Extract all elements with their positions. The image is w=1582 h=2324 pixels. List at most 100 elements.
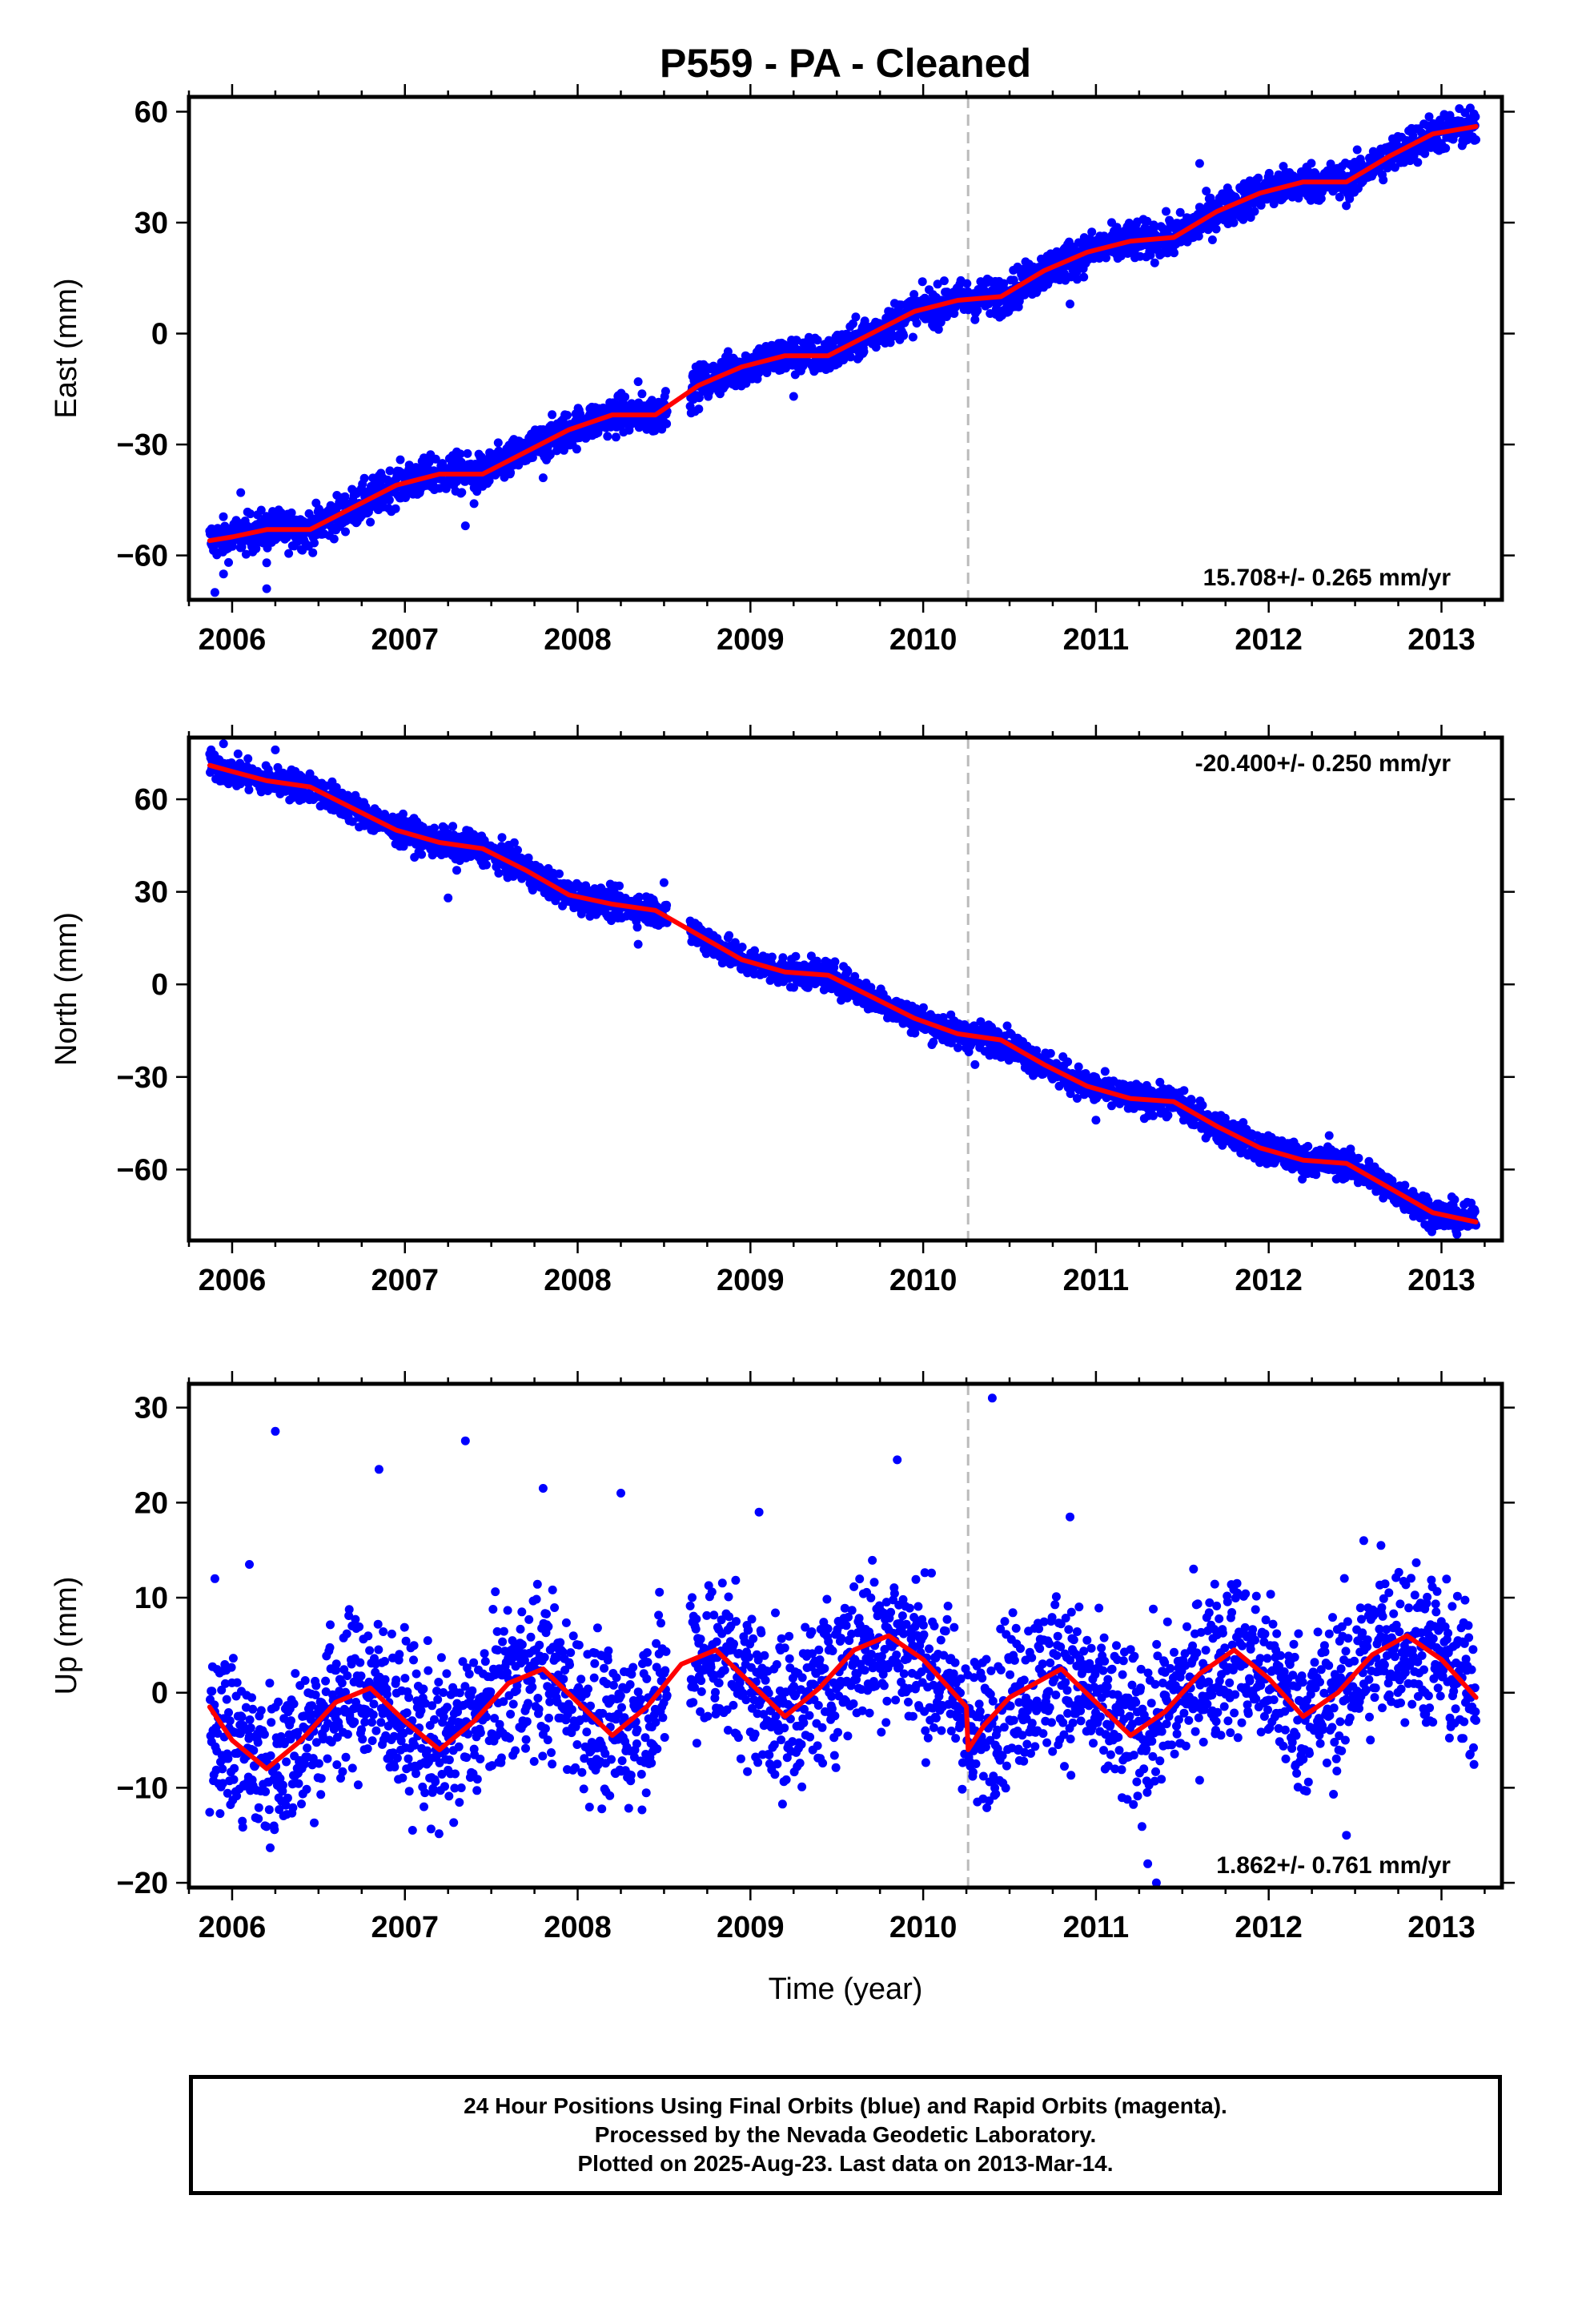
data-point: [910, 1028, 920, 1038]
data-point: [359, 473, 369, 483]
data-point: [778, 953, 788, 963]
data-point: [509, 838, 519, 847]
y-axis-label: East (mm): [50, 278, 83, 418]
data-point: [1060, 269, 1069, 279]
data-point: [843, 967, 853, 976]
x-tick-label: 2012: [1235, 623, 1303, 657]
data-point: [524, 853, 533, 862]
y-tick-label: 30: [135, 207, 168, 240]
outlier-point: [210, 588, 219, 597]
data-point: [545, 450, 555, 460]
data-points-0: [205, 103, 1480, 597]
data-point: [287, 793, 297, 802]
data-point: [694, 404, 704, 414]
data-point: [885, 338, 895, 348]
outlier-point: [452, 447, 461, 456]
data-point: [563, 411, 572, 420]
data-point: [219, 512, 228, 521]
data-point: [954, 1043, 962, 1052]
data-point: [1142, 216, 1152, 226]
data-point: [506, 468, 516, 477]
y-tick-label: 0: [151, 318, 168, 352]
data-point: [1149, 220, 1158, 230]
outlier-point: [538, 473, 548, 483]
data-point: [430, 823, 439, 833]
data-point: [1294, 193, 1303, 203]
data-point: [417, 850, 427, 859]
data-point: [1063, 1057, 1073, 1067]
data-point: [634, 892, 644, 902]
data-point: [632, 923, 642, 932]
data-point: [385, 466, 395, 476]
data-point: [611, 432, 620, 442]
data-point: [233, 749, 243, 758]
data-point: [603, 432, 612, 441]
data-point: [845, 352, 855, 362]
x-tick-label: 2009: [717, 623, 785, 657]
data-point: [243, 754, 253, 763]
data-point: [848, 319, 857, 328]
data-point: [246, 509, 255, 519]
data-point: [463, 448, 472, 458]
data-point: [767, 952, 777, 962]
data-point: [934, 324, 943, 334]
data-point: [737, 943, 747, 952]
data-point: [431, 454, 440, 464]
data-point: [555, 869, 564, 879]
data-point: [1123, 249, 1133, 258]
data-point: [662, 419, 672, 428]
outlier-point: [262, 558, 271, 568]
data-point: [1243, 204, 1253, 214]
data-point: [637, 389, 647, 399]
data-point: [962, 279, 972, 288]
y-tick-label: −60: [117, 540, 168, 573]
data-point: [494, 868, 504, 878]
x-tick-label: 2011: [1063, 623, 1129, 657]
y-tick-label: 60: [135, 95, 168, 129]
data-point: [1002, 1021, 1012, 1031]
data-point: [493, 438, 503, 448]
x-tick-label: 2008: [544, 623, 612, 657]
data-point: [1198, 1100, 1207, 1110]
data-point: [399, 809, 408, 818]
panels-layer: 2006 2007 2008 2009 2010 2011 2012 201360300−30…: [50, 84, 1515, 1944]
outlier-point: [219, 569, 228, 579]
x-tick-label: 2010: [889, 623, 958, 657]
data-point: [620, 392, 630, 402]
data-point: [806, 951, 816, 961]
data-point: [456, 457, 466, 467]
data-point: [506, 846, 516, 854]
data-point: [1408, 131, 1418, 140]
outlier-point: [469, 499, 479, 509]
data-point: [391, 504, 400, 513]
data-point: [241, 549, 251, 559]
data-point: [1424, 112, 1434, 122]
data-point: [559, 445, 568, 455]
data-point: [1379, 175, 1388, 185]
data-point: [1072, 267, 1082, 277]
data-point: [1179, 1086, 1189, 1096]
data-point: [256, 505, 266, 515]
data-point: [404, 460, 414, 470]
data-point: [933, 279, 942, 289]
data-point: [1100, 1067, 1110, 1076]
data-point: [224, 557, 233, 567]
data-point: [331, 782, 341, 792]
outlier-point: [1195, 159, 1204, 168]
data-point: [1264, 168, 1274, 178]
data-point: [1074, 1062, 1083, 1072]
data-point: [918, 1003, 928, 1012]
data-point: [1194, 231, 1203, 241]
data-point: [851, 312, 861, 322]
data-point: [572, 444, 581, 454]
data-point: [994, 1027, 1003, 1037]
data-point: [384, 495, 394, 505]
data-point: [694, 393, 704, 403]
data-point: [513, 846, 522, 854]
plot-frame: [187, 94, 1504, 602]
x-tick-label: 2007: [371, 623, 439, 657]
outlier-point: [236, 488, 246, 497]
data-point: [1175, 207, 1185, 217]
data-point: [615, 881, 624, 891]
